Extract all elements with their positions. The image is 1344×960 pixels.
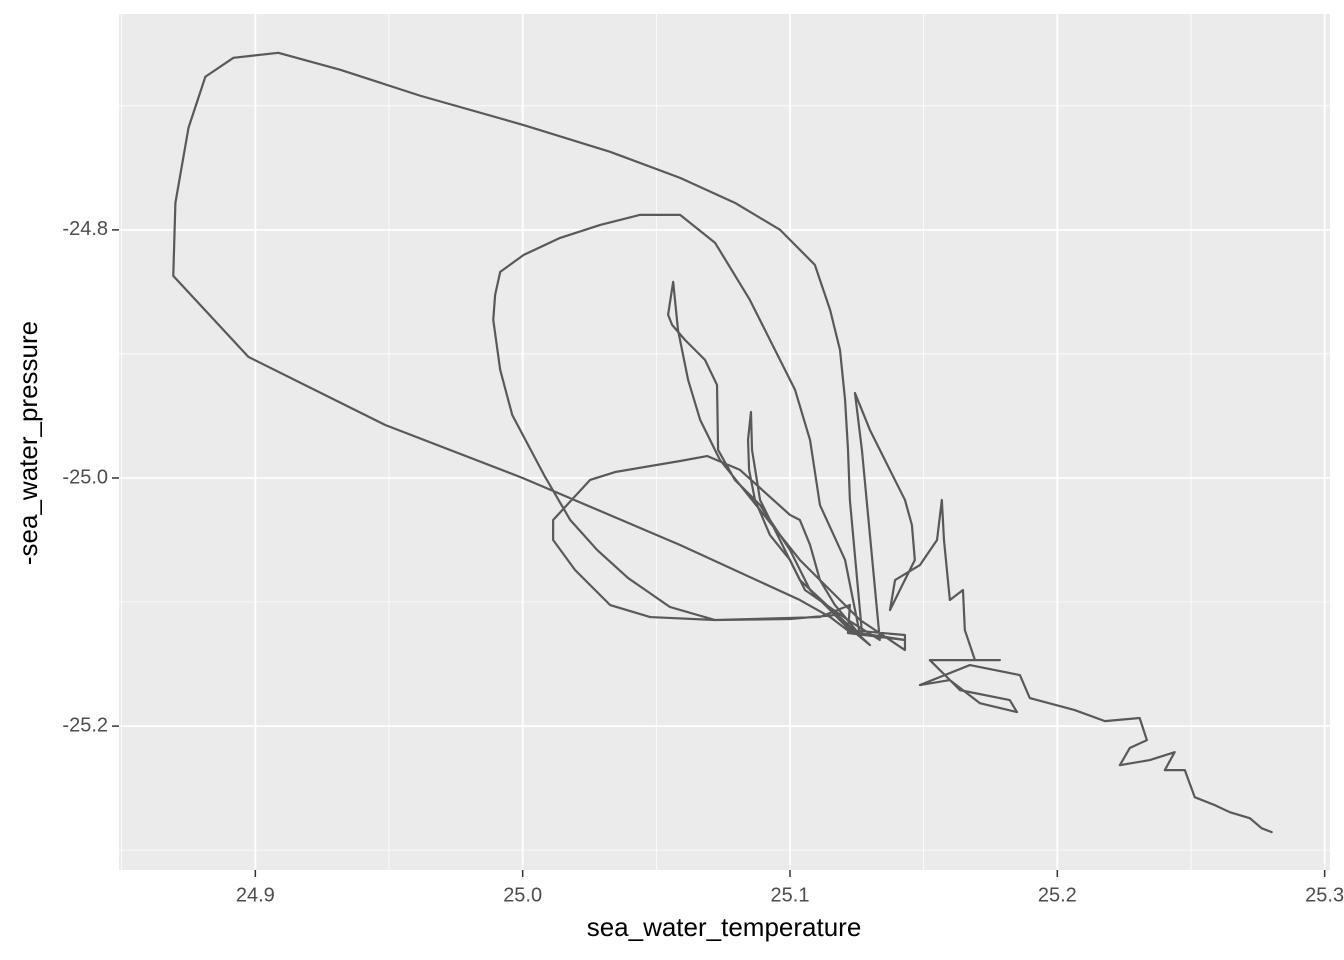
x-axis-title: sea_water_temperature <box>587 912 862 942</box>
x-tick-label: 25.2 <box>1038 884 1077 906</box>
data-path <box>172 51 1273 834</box>
x-tick-label: 24.9 <box>236 884 275 906</box>
y-tick-label: -25.2 <box>62 714 108 736</box>
y-tick-label: -24.8 <box>62 218 108 240</box>
y-axis-title: -sea_water_pressure <box>13 321 43 565</box>
x-tick-label: 25.3 <box>1305 884 1344 906</box>
plot-panel <box>119 14 1330 870</box>
y-tick-label: -25.0 <box>62 466 108 488</box>
axes: 24.9 25.0 25.1 25.2 25.3 -24.8 -25.0 -25.2 <box>62 218 1344 906</box>
grid <box>119 14 1330 870</box>
x-tick-label: 25.0 <box>503 884 542 906</box>
x-tick-label: 25.1 <box>771 884 810 906</box>
marks <box>172 51 1273 834</box>
